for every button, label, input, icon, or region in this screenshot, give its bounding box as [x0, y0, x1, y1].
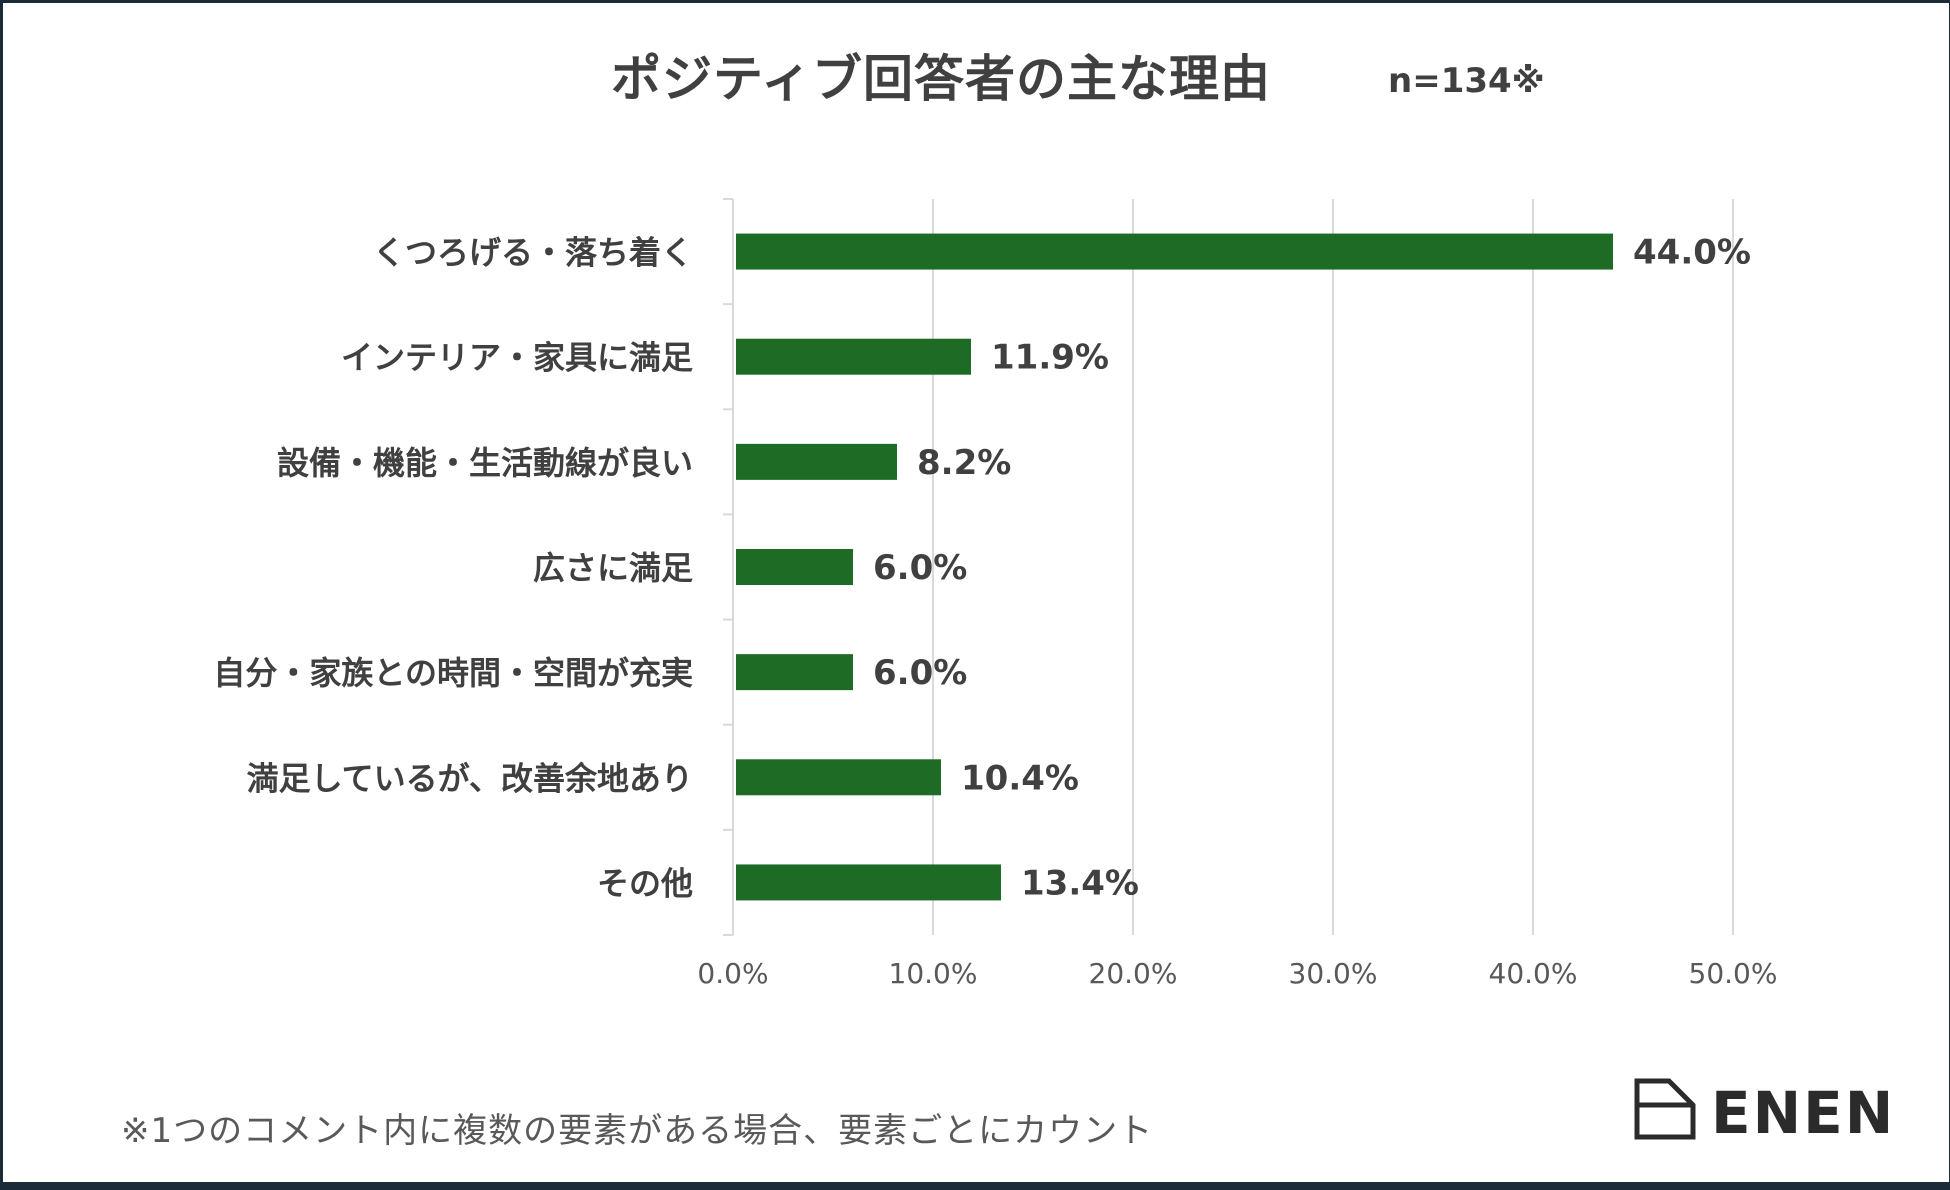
enen-logo: ENEN — [1633, 1077, 1893, 1147]
x-tick-label: 40.0% — [1489, 957, 1578, 990]
footnote: ※1つのコメント内に複数の要素がある場合、要素ごとにカウント — [121, 1111, 1154, 1151]
x-tick-label: 10.0% — [889, 957, 978, 990]
sample-size-note: n=134※ — [1388, 61, 1545, 101]
bar — [736, 654, 853, 691]
grid-lines — [932, 199, 1734, 935]
x-tick-label: 30.0% — [1289, 957, 1378, 990]
x-tick-label: 20.0% — [1089, 957, 1178, 990]
logo-text: ENEN — [1711, 1079, 1896, 1147]
category-label: 設備・機能・生活動線が良い — [277, 444, 693, 482]
category-label: 広さに満足 — [533, 549, 693, 587]
bar — [736, 549, 853, 585]
data-label: 6.0% — [873, 548, 967, 588]
bar-chart: 0.0% 10.0% 20.0% 30.0% 40.0% 50.0% くつろげる・落ち着く 4… — [213, 198, 1777, 990]
x-tick-label: 0.0% — [697, 957, 768, 990]
document-outline-icon — [1634, 1078, 1696, 1140]
bar — [736, 443, 897, 480]
category-label: 満足しているが、改善余地あり — [247, 759, 693, 797]
category-label: その他 — [597, 864, 693, 902]
data-label: 13.4% — [1021, 863, 1139, 903]
x-tick-label: 50.0% — [1689, 957, 1778, 990]
bars — [736, 233, 1613, 901]
bar — [736, 233, 1613, 270]
category-label: インテリア・家具に満足 — [341, 339, 693, 377]
data-label: 8.2% — [917, 443, 1011, 483]
chart-title: ポジティブ回答者の主な理由 — [611, 50, 1271, 108]
data-label: 11.9% — [991, 338, 1109, 378]
data-label: 6.0% — [873, 653, 967, 693]
data-label: 44.0% — [1633, 233, 1751, 273]
labels: 0.0% 10.0% 20.0% 30.0% 40.0% 50.0% くつろげる・落ち着く 4… — [213, 233, 1777, 990]
data-label: 10.4% — [961, 758, 1079, 798]
bar — [736, 759, 941, 796]
category-label: くつろげる・落ち着く — [373, 234, 693, 272]
category-axis — [723, 198, 734, 936]
bar — [736, 864, 1001, 901]
category-label: 自分・家族との時間・空間が充実 — [213, 654, 693, 692]
bar — [736, 338, 971, 375]
